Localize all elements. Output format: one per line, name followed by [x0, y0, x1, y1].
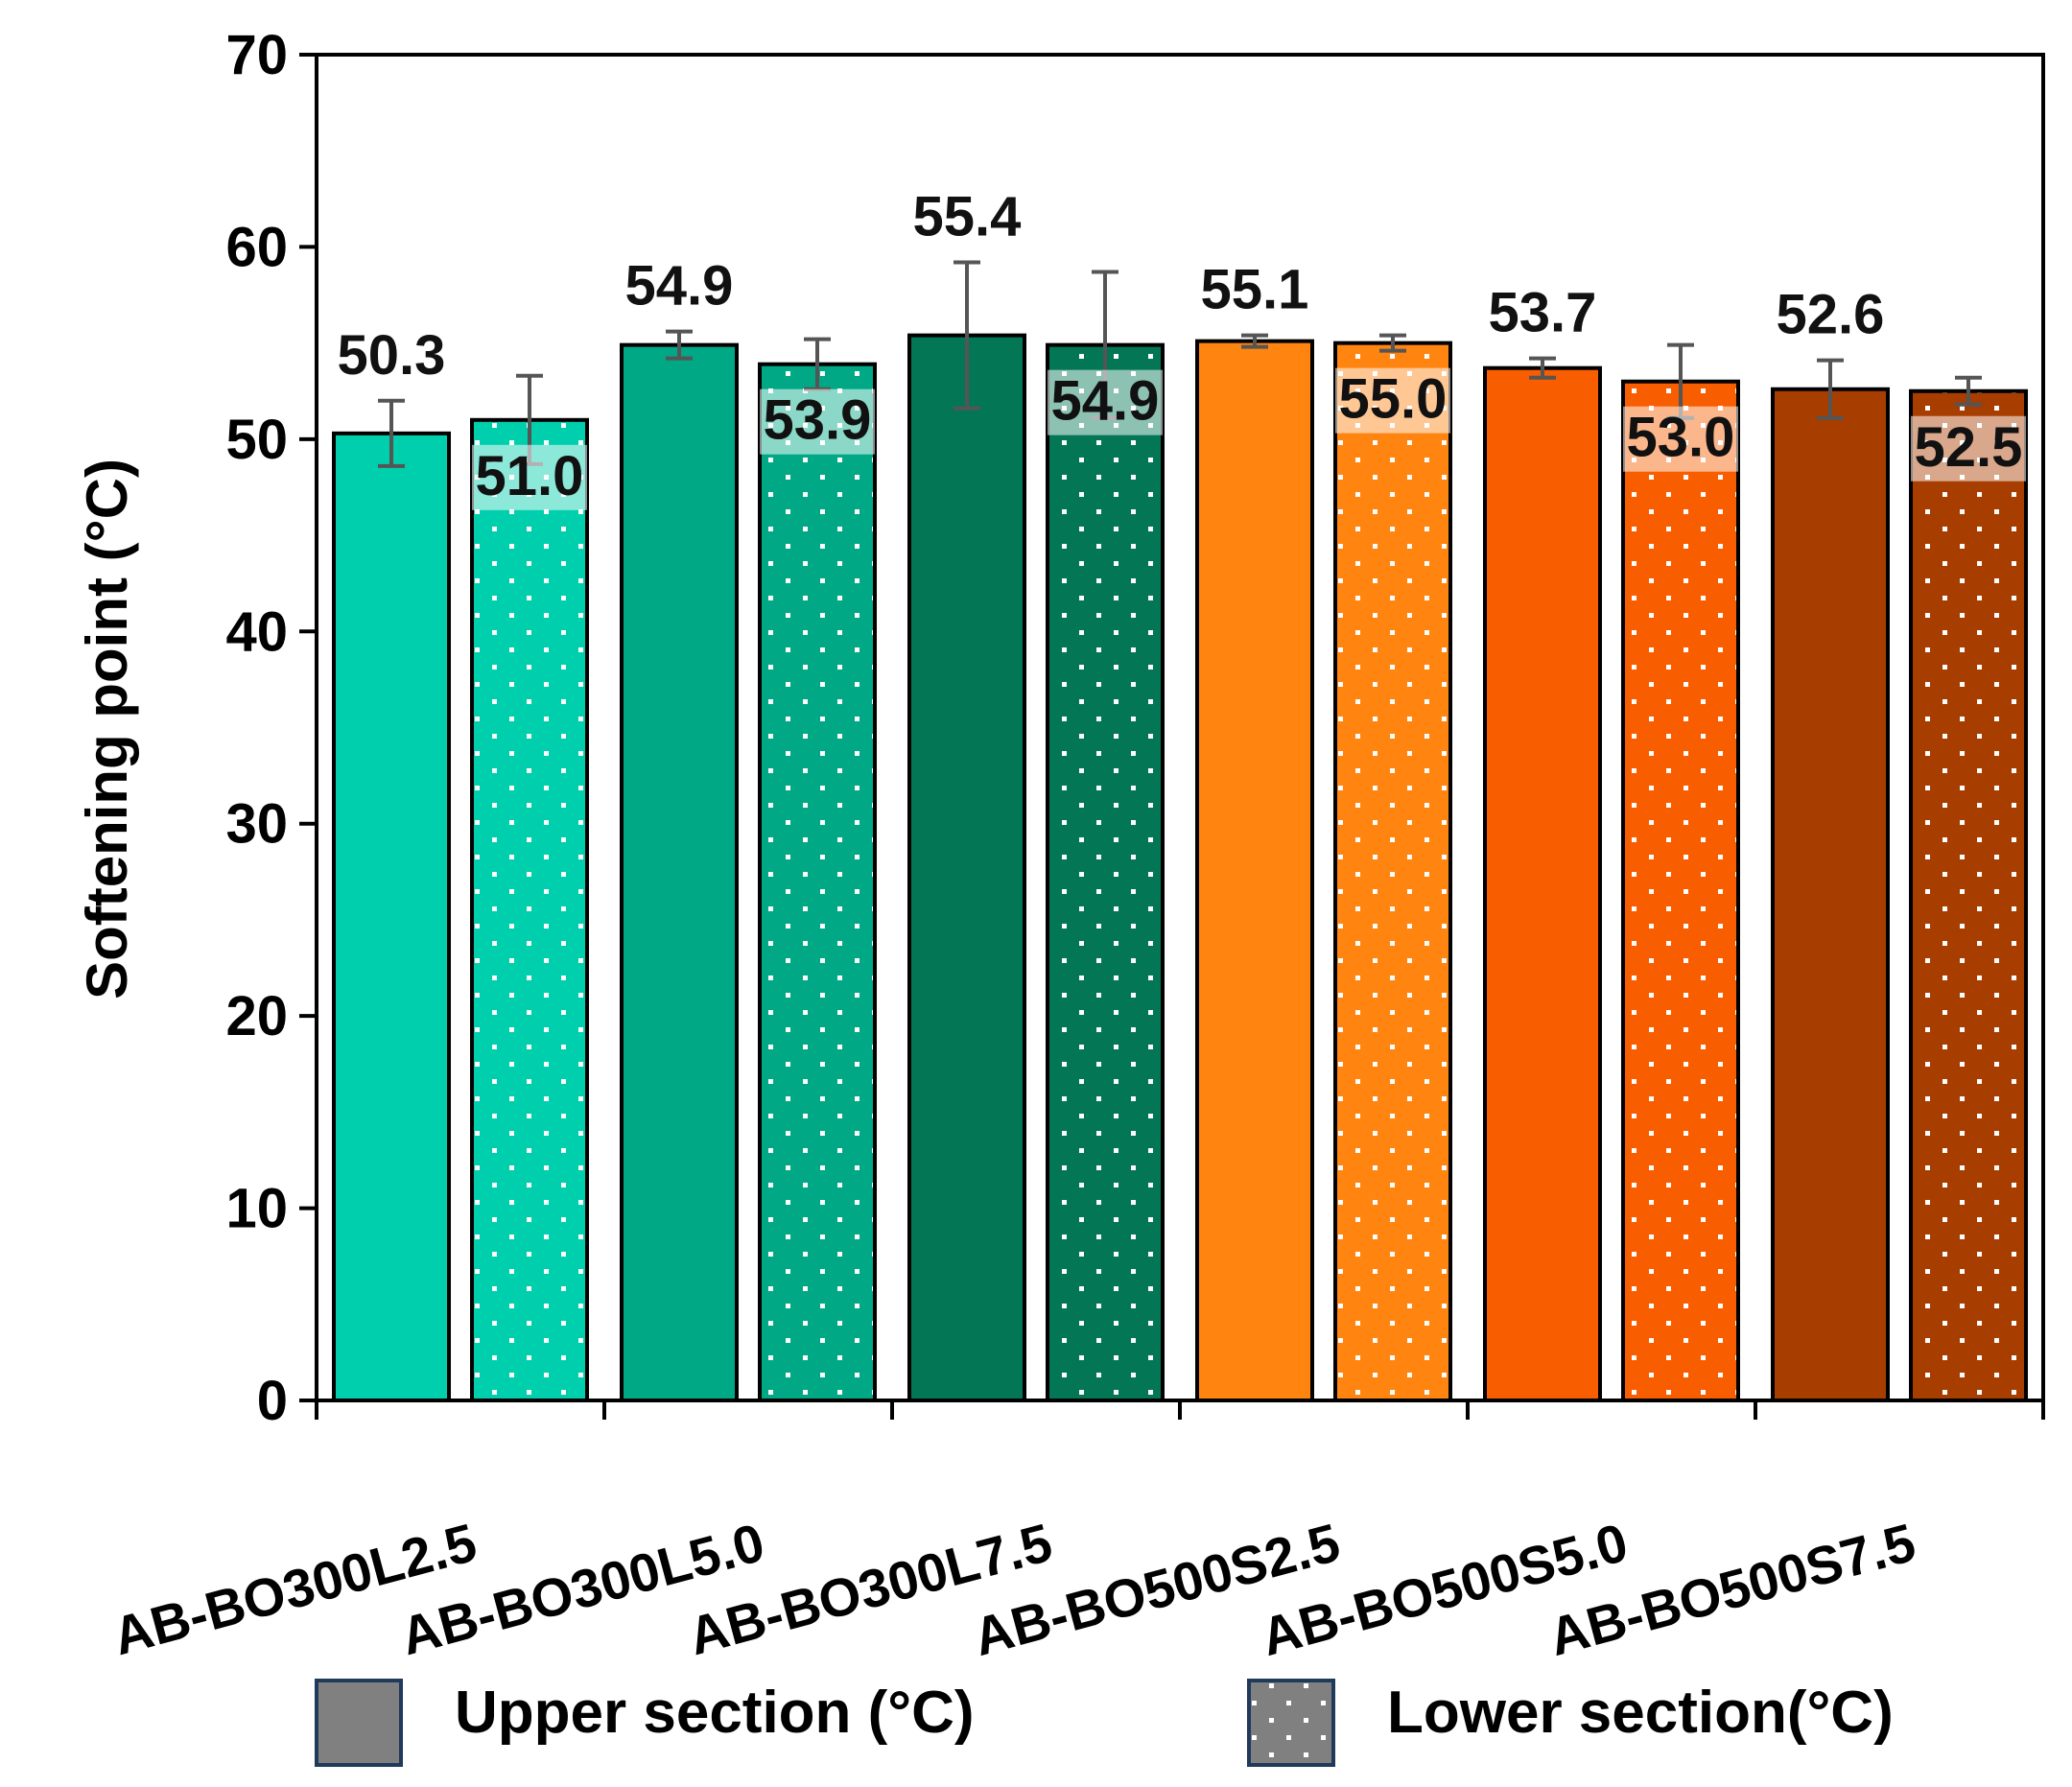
legend-item-lower: Lower section(°C) — [1247, 1679, 1894, 1767]
lower-bar-dots — [1337, 344, 1448, 1399]
data-label-upper: 50.3 — [338, 324, 446, 387]
lower-bar-dots — [474, 421, 585, 1399]
legend-item-upper: Upper section (°C) — [315, 1679, 975, 1767]
upper-bar — [1771, 387, 1890, 1402]
legend-label-lower: Lower section(°C) — [1387, 1680, 1894, 1746]
data-label-lower-bg — [1911, 415, 2026, 482]
data-label-lower: 53.9 — [764, 389, 872, 452]
data-label-lower: 54.9 — [1051, 370, 1160, 433]
data-label-lower-bg — [1335, 367, 1450, 434]
y-tick-label: 70 — [225, 24, 288, 86]
y-tick-label: 20 — [225, 985, 288, 1047]
lower-bar-dots — [762, 365, 873, 1399]
data-label-upper: 54.9 — [625, 255, 734, 317]
upper-bar — [1195, 339, 1314, 1403]
data-label-lower: 55.0 — [1339, 368, 1448, 431]
data-label-lower: 52.5 — [1915, 416, 2023, 479]
legend-swatch-lower-dots — [1249, 1681, 1333, 1765]
data-label-lower-bg — [1623, 406, 1738, 472]
data-label-lower-bg — [1048, 369, 1163, 435]
legend-swatch-upper — [315, 1679, 403, 1767]
bars — [332, 333, 2028, 1403]
legend: Upper section (°C) Lower section(°C) — [315, 1679, 1894, 1767]
data-label-lower: 51.0 — [476, 445, 584, 507]
x-axis: AB-BO300L2.5AB-BO300L5.0AB-BO300L7.5AB-B… — [106, 1400, 2045, 1667]
y-tick-label: 60 — [225, 216, 288, 278]
lower-bar-dots — [1049, 346, 1161, 1399]
lower-bar-dots — [1913, 392, 2024, 1399]
legend-label-upper: Upper section (°C) — [455, 1680, 975, 1746]
upper-bar — [1483, 365, 1602, 1402]
y-axis-label: Softening point (°C) — [75, 459, 139, 999]
data-label-lower: 53.0 — [1627, 407, 1735, 469]
y-tick-label: 0 — [257, 1370, 288, 1432]
upper-bar — [620, 342, 739, 1403]
y-tick-label: 10 — [225, 1178, 288, 1240]
data-labels: 50.3 51.0 54.9 53.9 55.4 54.9 55.1 55.0 53.7 53.0… — [338, 185, 2026, 510]
y-axis: 0 10 20 30 40 50 60 70 — [225, 24, 317, 1432]
data-label-upper: 53.7 — [1489, 282, 1597, 344]
lower-bar-dots — [1625, 383, 1736, 1399]
y-tick-label: 40 — [225, 600, 288, 663]
data-label-lower-bg — [760, 388, 875, 455]
upper-bar — [332, 431, 451, 1402]
data-label-upper: 52.6 — [1777, 284, 1885, 346]
y-tick-label: 50 — [225, 409, 288, 471]
data-label-lower-bg — [472, 444, 587, 510]
upper-bar — [907, 333, 1026, 1402]
data-label-upper: 55.1 — [1201, 259, 1309, 321]
error-bars — [378, 260, 1982, 468]
y-tick-label: 30 — [225, 793, 288, 856]
data-label-upper: 55.4 — [913, 185, 1022, 247]
